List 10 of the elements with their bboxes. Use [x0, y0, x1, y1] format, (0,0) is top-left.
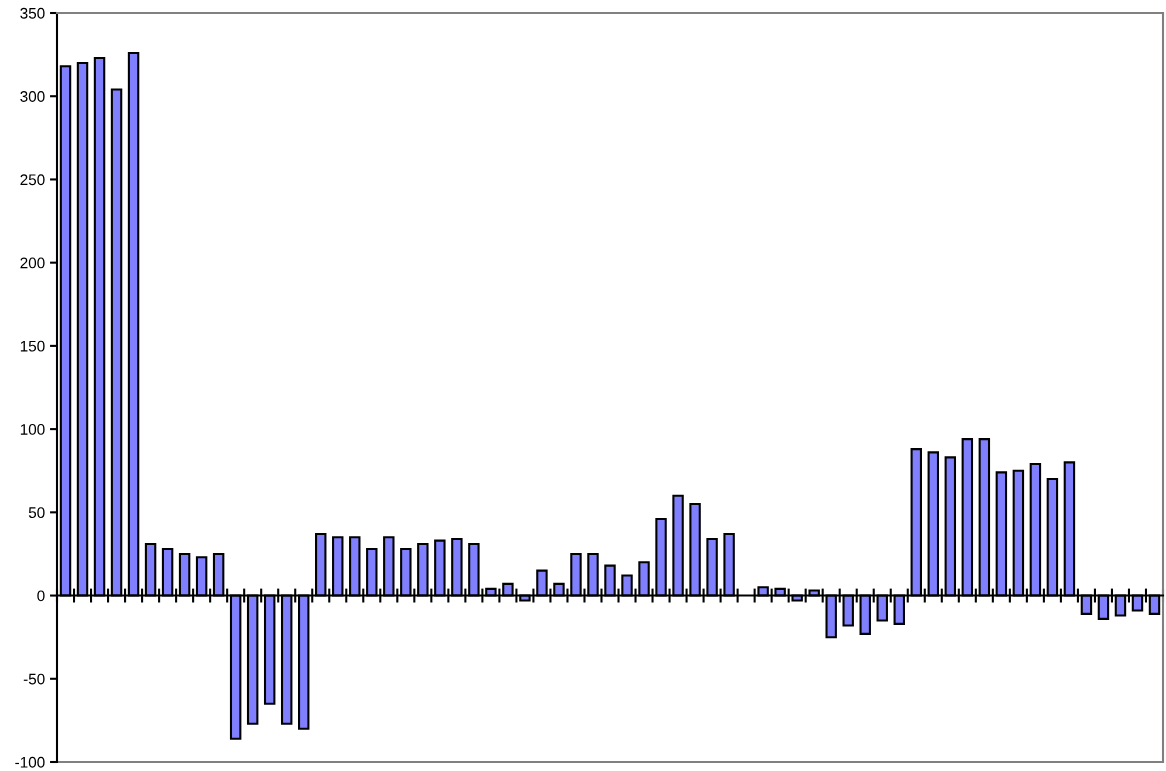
y-tick-label: 100 — [20, 423, 45, 435]
y-tick-label: 50 — [28, 507, 45, 519]
y-tick-label: -50 — [23, 673, 45, 685]
y-tick-label: 350 — [20, 7, 45, 19]
y-tick-label: 250 — [20, 174, 45, 186]
y-tick-label: 0 — [37, 590, 45, 602]
y-tick-label: -100 — [15, 756, 45, 768]
y-tick-label: 200 — [20, 257, 45, 269]
y-tick-label: 300 — [20, 91, 45, 102]
y-tick-label: 150 — [20, 340, 45, 352]
